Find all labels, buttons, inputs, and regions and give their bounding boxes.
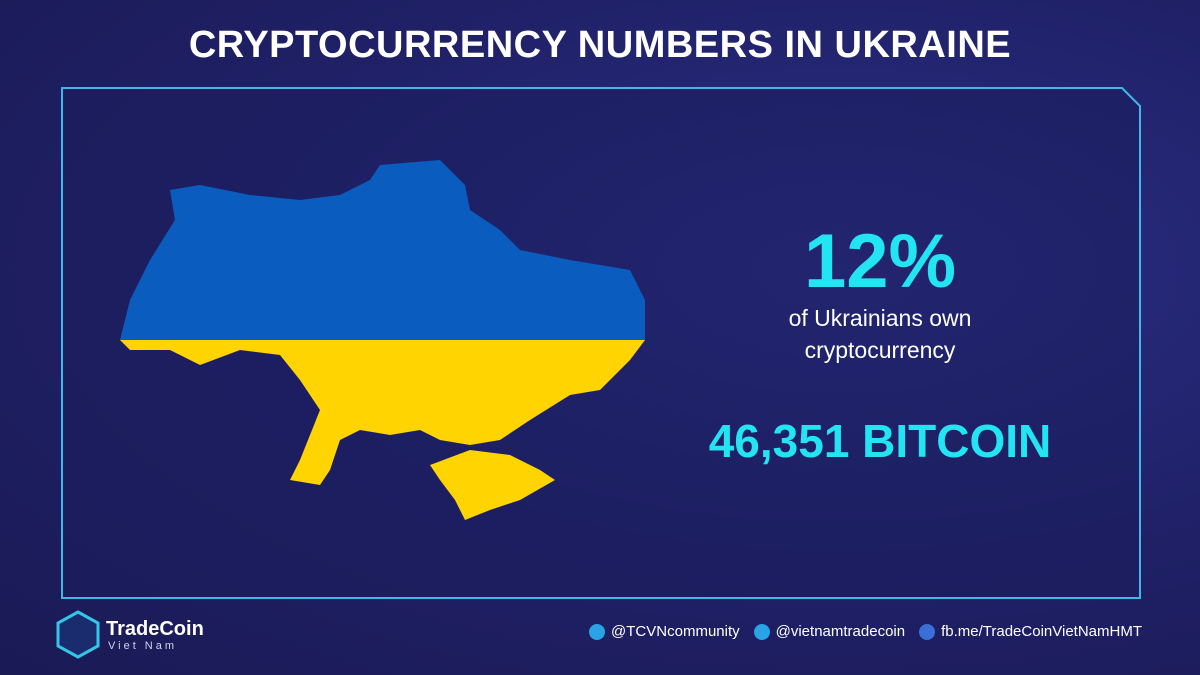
- link-text[interactable]: @TCVNcommunity: [611, 623, 740, 640]
- social-link: @TCVNcommunity: [589, 623, 740, 640]
- telegram-icon: [753, 623, 770, 640]
- brand-sub: Viet Nam: [108, 640, 178, 652]
- title: CRYPTOCURRENCY NUMBERS IN UKRAINE: [188, 24, 1012, 66]
- twitter-icon: [589, 623, 606, 640]
- facebook-icon: [919, 623, 936, 640]
- link-text[interactable]: @vietnamtradecoin: [775, 623, 906, 640]
- brand: TradeCoin: [106, 618, 204, 640]
- social-link: @vietnamtradecoin: [753, 623, 906, 640]
- stat-caption: of Ukrainians own cryptocurrency: [788, 305, 972, 363]
- social-links: @TCVNcommunity @vietnamtradecoin fb.me/T…: [589, 623, 1142, 640]
- social-link: fb.me/TradeCoinVietNamHMT: [919, 623, 1142, 640]
- crimea: [430, 450, 555, 520]
- ukraine-map: [120, 160, 645, 485]
- stat-value: 12%: [803, 219, 957, 304]
- stat-value: 46,351 BITCOIN: [708, 415, 1052, 467]
- link-text[interactable]: fb.me/TradeCoinVietNamHMT: [941, 623, 1142, 640]
- logo: [56, 610, 100, 659]
